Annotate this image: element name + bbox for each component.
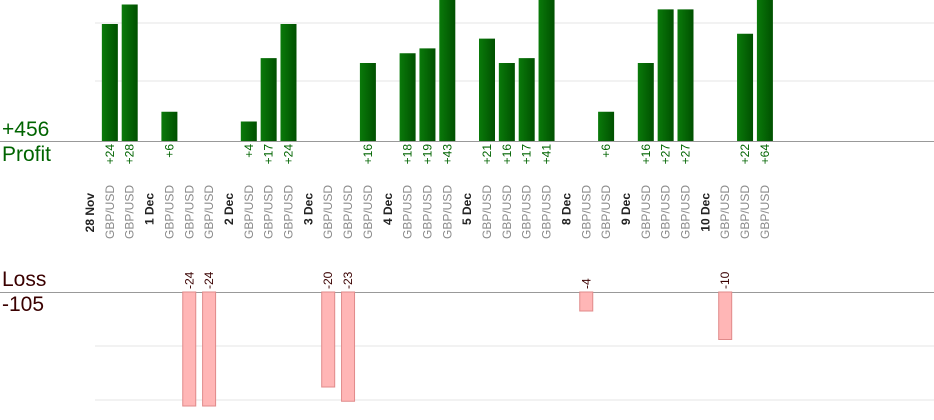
pair-label: GBP/USD (758, 185, 772, 239)
profit-bar (439, 0, 456, 141)
loss-value-label: -23 (341, 271, 355, 289)
profit-value-label: +4 (242, 144, 256, 158)
pair-label: GBP/USD (182, 185, 196, 239)
pair-label: GBP/USD (103, 185, 117, 239)
profit-bar (637, 63, 654, 141)
profit-bar (657, 9, 674, 141)
date-label: 28 Nov (83, 193, 97, 233)
pair-label: GBP/USD (718, 185, 732, 239)
profit-value-label: +18 (401, 144, 415, 165)
pair-label: GBP/USD (401, 185, 415, 239)
profit-bar (399, 53, 416, 141)
pair-label: GBP/USD (738, 185, 752, 239)
loss-bar (321, 291, 336, 388)
loss-value-label: -24 (182, 271, 196, 289)
profit-bar (737, 33, 754, 141)
date-label: 3 Dec (301, 193, 315, 225)
profit-value-label: +16 (500, 144, 514, 165)
profit-value-label: +6 (162, 144, 176, 158)
profit-value-label: +22 (738, 144, 752, 165)
profit-value-label: +64 (758, 144, 772, 165)
profit-bar (419, 48, 436, 141)
profit-bar (479, 38, 495, 141)
pair-label: GBP/USD (262, 185, 276, 239)
profit-value-label: +24 (103, 144, 117, 165)
profit-bar (518, 58, 535, 141)
pair-label: GBP/USD (420, 185, 434, 239)
pair-label: GBP/USD (361, 185, 375, 239)
pair-label: GBP/USD (480, 185, 494, 239)
pair-label: GBP/USD (599, 185, 613, 239)
pair-label: GBP/USD (659, 185, 673, 239)
pair-label: GBP/USD (202, 185, 216, 239)
pair-label: GBP/USD (500, 185, 514, 239)
pair-label: GBP/USD (639, 185, 653, 239)
pair-label: GBP/USD (579, 185, 593, 239)
grid-lines (0, 22, 934, 401)
profit-bar (161, 111, 178, 141)
pair-label: GBP/USD (282, 185, 296, 239)
bars (101, 0, 773, 407)
date-label: 8 Dec (559, 193, 573, 225)
pair-label: GBP/USD (123, 185, 137, 239)
loss-bar (718, 291, 733, 340)
profit-bar (280, 24, 297, 141)
pair-label: GBP/USD (162, 185, 176, 239)
loss-bar (202, 291, 217, 407)
date-label: 2 Dec (222, 193, 236, 225)
pair-label: GBP/USD (679, 185, 693, 239)
date-label: 9 Dec (619, 193, 633, 225)
profit-total: +456 (2, 118, 50, 141)
date-label: 5 Dec (460, 193, 474, 225)
profit-bar (260, 58, 277, 141)
profit-value-label: +19 (420, 144, 434, 165)
loss-label: Loss (2, 268, 47, 291)
profit-bar (121, 4, 138, 141)
profit-value-label: +27 (659, 144, 673, 165)
profit-value-label: +17 (520, 144, 534, 165)
pair-label: GBP/USD (440, 185, 454, 239)
loss-value-label: -20 (321, 271, 335, 289)
loss-value-label: -10 (718, 271, 732, 289)
profit-value-label: +6 (599, 144, 613, 158)
profit-bar (598, 111, 615, 141)
profit-value-label: +27 (679, 144, 693, 165)
profit-bar (240, 121, 257, 141)
loss-value-label: -24 (202, 271, 216, 289)
profit-value-label: +41 (540, 144, 554, 165)
profit-value-label: +17 (262, 144, 276, 165)
profit-label: Profit (2, 143, 52, 166)
loss-total: -105 (2, 293, 45, 316)
profit-bar (359, 63, 376, 141)
profit-value-label: +16 (361, 144, 375, 165)
profit-value-label: +24 (282, 144, 296, 165)
date-label: 4 Dec (381, 193, 395, 225)
profit-bar (101, 24, 118, 141)
date-label: 1 Dec (143, 193, 157, 225)
profit-bar (677, 9, 694, 141)
pair-label: GBP/USD (321, 185, 335, 239)
profit-bar (538, 0, 555, 141)
profit-value-label: +28 (123, 144, 137, 165)
pair-label: GBP/USD (520, 185, 534, 239)
labels: 28 Nov GBP/USD +24 GBP/USD +28 1 Dec GBP/USD +6… (83, 144, 772, 289)
pair-label: GBP/USD (242, 185, 256, 239)
loss-bar (182, 291, 197, 407)
profit-bar (498, 63, 515, 141)
profit-value-label: +21 (480, 144, 494, 165)
profit-value-label: +43 (440, 144, 454, 165)
profit-value-label: +16 (639, 144, 653, 165)
profit-bar (756, 0, 773, 141)
loss-value-label: -4 (579, 278, 593, 289)
date-label: 10 Dec (698, 193, 712, 232)
pair-label: GBP/USD (341, 185, 355, 239)
loss-bar (341, 291, 356, 402)
pair-label: GBP/USD (540, 185, 554, 239)
loss-bar (579, 291, 594, 312)
